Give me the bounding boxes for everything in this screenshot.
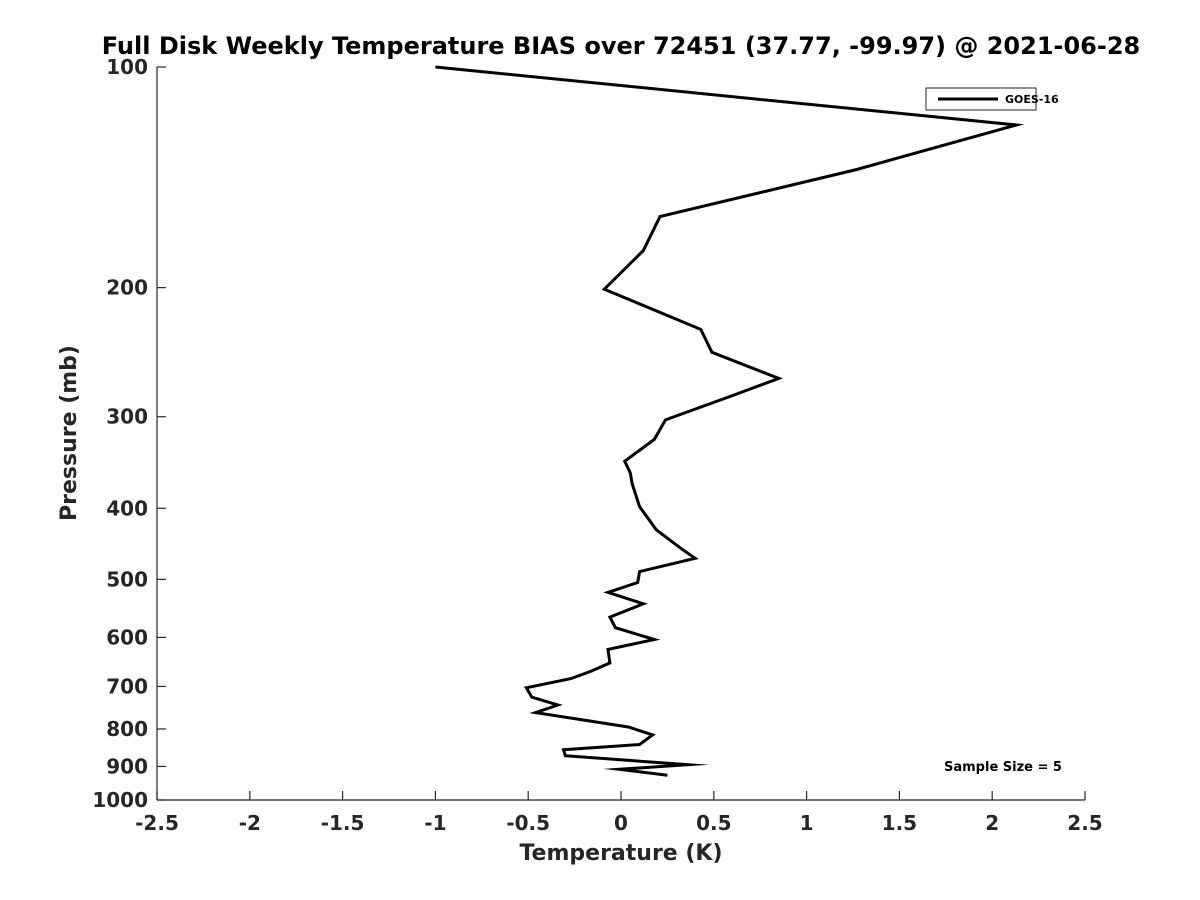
legend: GOES-16 [925,87,1059,111]
y-tick-label: 900 [106,754,148,778]
x-tick-label: -0.5 [506,811,550,835]
y-tick-label: 100 [106,55,148,79]
y-tick-label: 300 [106,405,148,429]
x-tick-label: 1 [800,811,814,835]
x-axis-label: Temperature (K) [519,841,722,866]
x-tick-label: 2 [985,811,999,835]
y-tick-label: 200 [106,276,148,300]
y-tick-label: 600 [106,625,148,649]
x-tick-label: -1.5 [321,811,365,835]
x-tick-label: 1.5 [882,811,917,835]
series-group [435,65,1025,777]
x-tick-label: 0.5 [696,811,731,835]
sample-size-annotation: Sample Size = 5 [944,760,1062,775]
x-tick-label: 2.5 [1067,811,1102,835]
x-tick-label: -1 [424,811,446,835]
y-tick-label: 400 [106,496,148,520]
series-line-goes-16 [435,65,1025,777]
y-axis-label: Pressure (mb) [57,345,82,521]
x-ticks: -2.5 -2 -1.5 -1 -0.5 0 0.5 1 1.5 2 2.5 [135,791,1103,835]
chart-title: Full Disk Weekly Temperature BIAS over 7… [102,32,1141,60]
legend-label-goes-16: GOES-16 [1005,93,1059,106]
x-tick-label: 0 [614,811,628,835]
y-ticks: 100 200 300 400 500 600 700 800 900 1000 [92,55,166,812]
x-tick-label: -2 [239,811,261,835]
y-tick-label: 500 [106,567,148,591]
x-tick-label: -2.5 [135,811,179,835]
y-tick-label: 1000 [92,788,148,812]
plot-area: -2.5 -2 -1.5 -1 -0.5 0 0.5 1 1.5 2 2.5 100 200 300 40… [92,55,1102,835]
y-tick-label: 800 [106,717,148,741]
y-tick-label: 700 [106,674,148,698]
